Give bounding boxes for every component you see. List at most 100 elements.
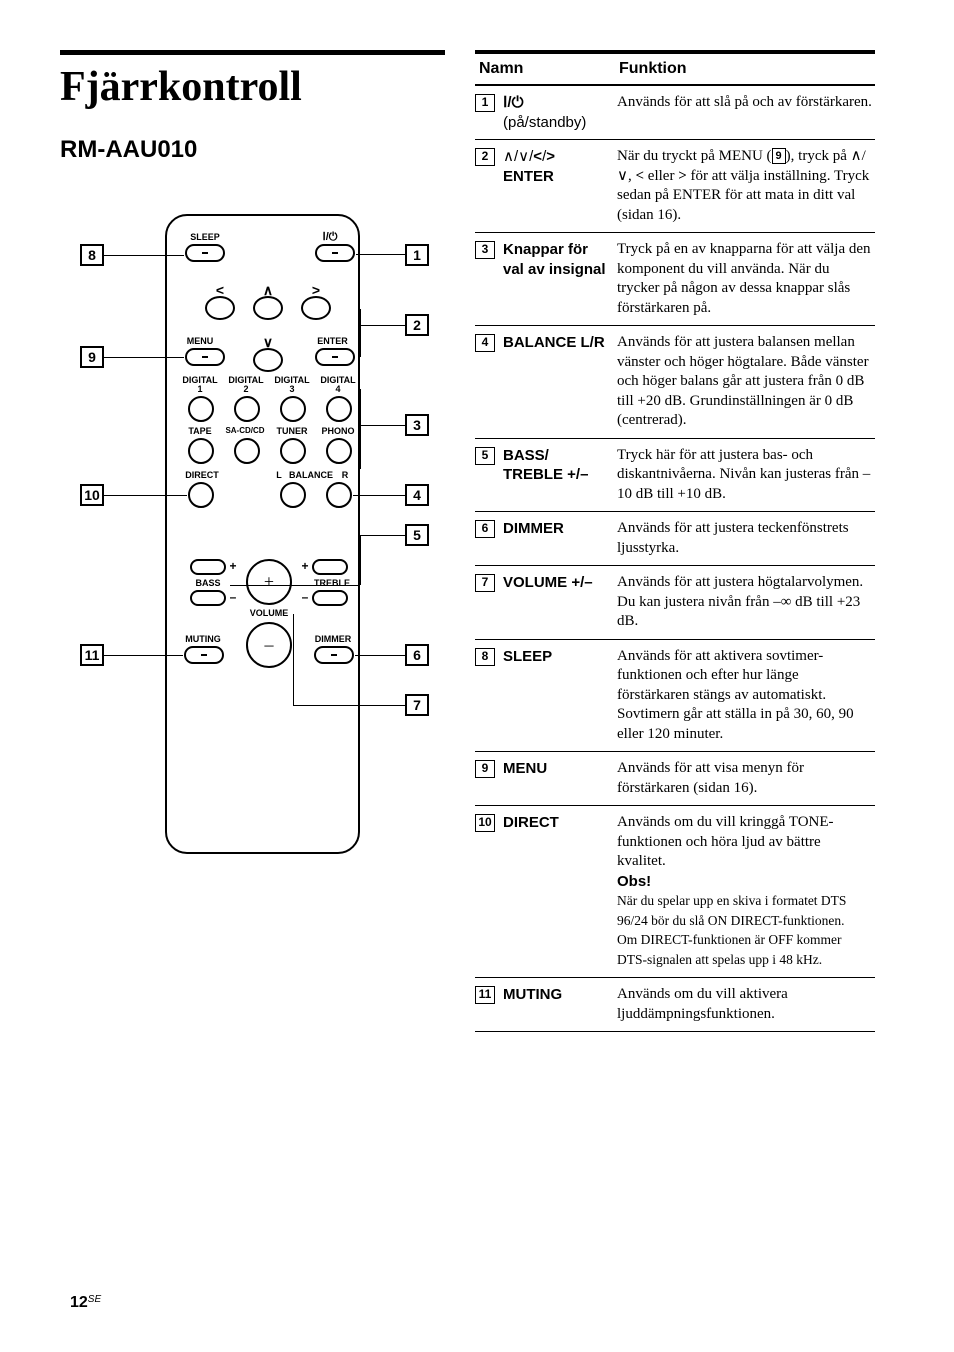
row-number: 7	[475, 574, 495, 592]
page-number: 12SE	[70, 1294, 101, 1312]
row-function: Tryck här för att justera bas- och diska…	[615, 444, 875, 507]
label-digital1: DIGITAL1	[180, 376, 220, 394]
button-bass-minus	[190, 590, 226, 606]
label-power-sym: Ⅰ/⏻	[315, 230, 345, 244]
row-name: BASS/TREBLE +/–	[497, 444, 615, 507]
label-bass-minus: –	[228, 590, 238, 604]
button-enter	[315, 348, 355, 366]
callout-11: 11	[80, 644, 104, 666]
row-function: Används för att visa menyn för förstärka…	[615, 757, 875, 800]
callout-8: 8	[80, 244, 104, 266]
button-menu	[185, 348, 225, 366]
row-number: 9	[475, 760, 495, 778]
button-treble-minus	[312, 590, 348, 606]
label-treble-plus: +	[300, 559, 310, 573]
table-row: 2∧/∨/</>ENTERNär du tryckt på MENU (9), …	[475, 140, 875, 233]
row-number: 5	[475, 447, 495, 465]
button-volume-up: +	[246, 559, 292, 605]
page-title: Fjärrkontroll	[60, 63, 445, 111]
row-name: BALANCE L/R	[497, 331, 615, 433]
label-muting: MUTING	[182, 634, 224, 644]
table-row: 5BASS/TREBLE +/–Tryck här för att juster…	[475, 439, 875, 513]
row-name: SLEEP	[497, 645, 615, 747]
row-function: Tryck på en av knapparna för att välja d…	[615, 238, 875, 320]
table-row: 11MUTINGAnvänds om du vill aktivera ljud…	[475, 978, 875, 1032]
callout-6: 6	[405, 644, 429, 666]
button-right	[301, 296, 331, 320]
header-func: Funktion	[615, 54, 875, 84]
label-tuner: TUNER	[274, 426, 310, 436]
callout-7: 7	[405, 694, 429, 716]
row-number: 6	[475, 520, 495, 538]
row-number: 3	[475, 241, 495, 259]
row-name: MENU	[497, 757, 615, 800]
button-volume-down: –	[246, 622, 292, 668]
callout-10: 10	[80, 484, 104, 506]
row-function: Används för att slå på och av förstärkar…	[615, 91, 875, 134]
row-number: 1	[475, 94, 495, 112]
row-name: Ⅰ/⏻(på/standby)	[497, 91, 615, 134]
label-dimmer: DIMMER	[312, 634, 354, 644]
row-number: 8	[475, 648, 495, 666]
label-volume: VOLUME	[246, 608, 292, 618]
row-name: DIMMER	[497, 517, 615, 560]
row-function: Används om du vill kringgå TONE-funktion…	[615, 811, 875, 972]
callout-2: 2	[405, 314, 429, 336]
button-balance-r	[326, 482, 352, 508]
button-sacd	[234, 438, 260, 464]
button-direct	[188, 482, 214, 508]
label-direct: DIRECT	[182, 470, 222, 480]
button-bass-plus	[190, 559, 226, 575]
label-menu: MENU	[185, 336, 215, 346]
label-balance-l: L	[274, 470, 284, 480]
header-name: Namn	[475, 54, 615, 84]
label-treble: TREBLE	[312, 578, 352, 588]
label-balance-r: R	[340, 470, 350, 480]
button-tuner	[280, 438, 306, 464]
row-function: Används för att aktivera sovtimer-funkti…	[615, 645, 875, 747]
label-digital2: DIGITAL2	[226, 376, 266, 394]
function-table: Namn Funktion 1Ⅰ/⏻(på/standby)Används fö…	[475, 50, 875, 1032]
row-function: Används för att justera högtalarvolymen.…	[615, 571, 875, 634]
row-name: VOLUME +/–	[497, 571, 615, 634]
button-sleep	[185, 244, 225, 262]
row-function: Används för att justera teckenfönstrets …	[615, 517, 875, 560]
callout-1: 1	[405, 244, 429, 266]
table-row: 3Knappar för val av insignalTryck på en …	[475, 233, 875, 326]
table-row: 7VOLUME +/–Används för att justera högta…	[475, 566, 875, 640]
table-row: 1Ⅰ/⏻(på/standby)Används för att slå på o…	[475, 86, 875, 140]
button-digital2	[234, 396, 260, 422]
button-phono	[326, 438, 352, 464]
row-name: MUTING	[497, 983, 615, 1026]
table-row: 6DIMMERAnvänds för att justera teckenfön…	[475, 512, 875, 566]
button-treble-plus	[312, 559, 348, 575]
button-power	[315, 244, 355, 262]
button-digital4	[326, 396, 352, 422]
row-name: DIRECT	[497, 811, 615, 972]
label-bass-plus: +	[228, 559, 238, 573]
row-number: 11	[475, 986, 495, 1004]
label-balance: BALANCE	[286, 470, 336, 480]
callout-3: 3	[405, 414, 429, 436]
callout-9: 9	[80, 346, 104, 368]
button-up	[253, 296, 283, 320]
label-tape: TAPE	[182, 426, 218, 436]
callout-5: 5	[405, 524, 429, 546]
label-sacd: SA-CD/CD	[220, 426, 270, 435]
table-row: 9MENUAnvänds för att visa menyn för förs…	[475, 752, 875, 806]
label-enter: ENTER	[315, 336, 350, 346]
button-left	[205, 296, 235, 320]
button-digital3	[280, 396, 306, 422]
label-phono: PHONO	[318, 426, 358, 436]
row-number: 4	[475, 334, 495, 352]
model-number: RM-AAU010	[60, 136, 445, 164]
button-muting	[184, 646, 224, 664]
callout-4: 4	[405, 484, 429, 506]
row-function: Används för att justera balansen mellan …	[615, 331, 875, 433]
button-digital1	[188, 396, 214, 422]
label-bass: BASS	[190, 578, 226, 588]
remote-diagram: SLEEP Ⅰ/⏻ < ∧ > MENU ∨ ENTER DIGITAL1 DI…	[60, 194, 430, 854]
row-number: 2	[475, 148, 495, 166]
row-function: När du tryckt på MENU (9), tryck på ∧/∨,…	[615, 145, 875, 227]
button-balance-l	[280, 482, 306, 508]
